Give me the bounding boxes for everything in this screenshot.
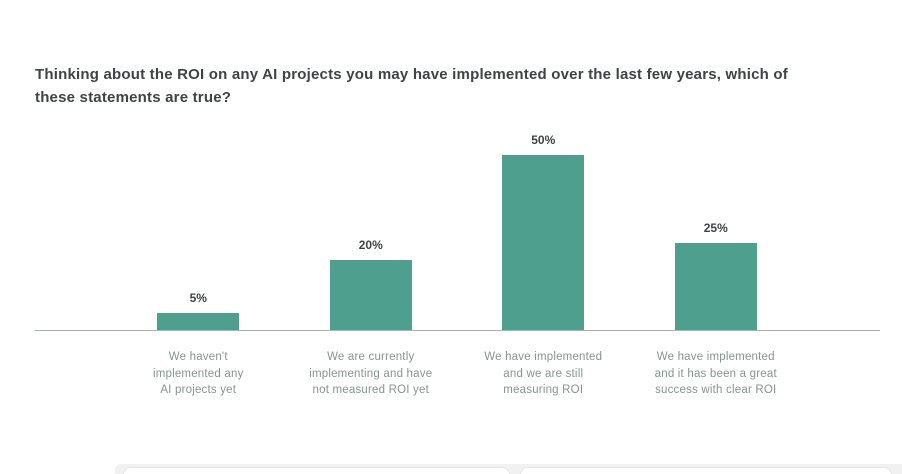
x-axis-line xyxy=(35,330,880,331)
bar xyxy=(502,155,585,330)
bar-column: 50% xyxy=(457,120,630,330)
bar-value-label: 5% xyxy=(189,290,207,305)
bar-column: 5% xyxy=(112,120,285,330)
bar-column: 25% xyxy=(630,120,803,330)
category-label: We haven't implemented any AI projects y… xyxy=(152,351,244,397)
category-labels: We haven't implemented any AI projects y… xyxy=(112,349,802,399)
category-label: We have implemented and it has been a gr… xyxy=(654,351,777,397)
category-label: We have implemented and we are still mea… xyxy=(484,351,603,397)
bar-value-label: 20% xyxy=(358,238,383,252)
bar xyxy=(674,242,757,330)
plot-area: 5% 20% 50% 25% xyxy=(112,120,802,330)
bar-value-label: 25% xyxy=(703,220,728,235)
bar-value-label: 50% xyxy=(531,133,556,147)
bar xyxy=(157,312,240,330)
bar xyxy=(329,260,412,330)
below-fold-card xyxy=(123,467,510,474)
chart-title: Thinking about the ROI on any AI project… xyxy=(35,66,788,106)
below-fold-card xyxy=(520,467,892,474)
category-label: We are currently implementing and have n… xyxy=(309,351,433,397)
below-fold-cards xyxy=(115,464,902,474)
bar-column: 20% xyxy=(285,120,458,330)
